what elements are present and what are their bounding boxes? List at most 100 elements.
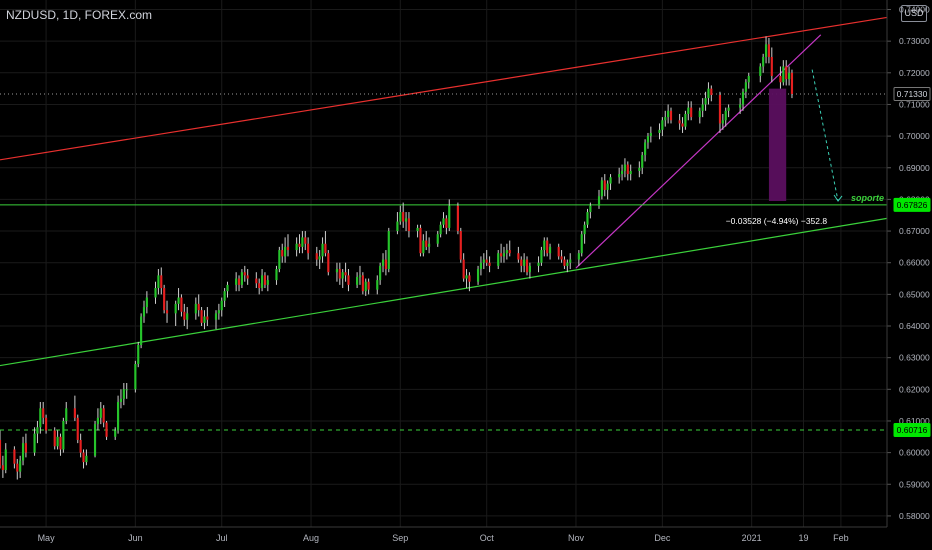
candle-body: [497, 253, 500, 266]
candle-body: [448, 205, 451, 228]
candle-body: [589, 205, 592, 213]
candle-body: [197, 303, 200, 311]
candle-body: [623, 164, 627, 171]
candle-body: [739, 104, 742, 108]
candle-body: [157, 275, 160, 289]
candle-body: [174, 303, 177, 314]
candle-body: [140, 316, 143, 346]
time-tick-label: 19: [798, 533, 808, 543]
candle-body: [404, 218, 408, 222]
candle-body: [419, 227, 422, 254]
candle-body: [704, 98, 707, 105]
candle-body: [358, 275, 362, 277]
price-tick-label: 0.67000: [899, 226, 930, 236]
price-label-badge: [893, 422, 931, 437]
candle-body: [223, 291, 226, 301]
candle-body: [586, 212, 589, 225]
candle-body: [485, 259, 488, 263]
candle-body: [580, 234, 583, 254]
candle-body: [767, 44, 771, 57]
currency-button[interactable]: USD: [901, 5, 927, 22]
candle-body: [790, 72, 794, 95]
price-label-badge: [893, 87, 931, 102]
candle-body: [785, 66, 788, 80]
candle-body: [442, 218, 445, 225]
candle-body: [407, 218, 411, 232]
symbol-title[interactable]: NZDUSD, 1D, FOREX.com: [6, 8, 153, 22]
trendline: [0, 217, 888, 367]
candle-body: [367, 281, 370, 290]
grid-lines: [0, 0, 887, 527]
price-tick-label: 0.74000: [899, 4, 930, 14]
candle-body: [698, 110, 701, 118]
price-label-badge: [893, 197, 931, 212]
candle-body: [16, 463, 19, 472]
candle-body: [376, 280, 379, 290]
candle-body: [718, 94, 722, 124]
price-tick-label: 0.66000: [899, 258, 930, 268]
candle-body: [39, 408, 42, 428]
candle-body: [658, 129, 661, 133]
candle-body: [324, 243, 327, 254]
candle-body: [180, 297, 183, 312]
price-axis[interactable]: 0.58000 0.59000 0.60000 0.61000 0.62000 0.630…: [886, 0, 931, 527]
candle-body: [646, 136, 650, 143]
candle-body: [1, 465, 4, 471]
candle-body: [298, 243, 301, 247]
candle-body: [681, 123, 684, 127]
candle-body: [468, 275, 471, 282]
candle-body: [557, 246, 560, 257]
candle-body: [99, 408, 102, 418]
time-tick-label: Feb: [833, 533, 849, 543]
candle-body: [33, 433, 36, 453]
candle-body: [620, 170, 624, 175]
price-tick-label: 0.72000: [899, 68, 930, 78]
candle-body: [456, 205, 459, 232]
candle-body: [214, 313, 218, 320]
price-tick-label: 0.60000: [899, 448, 930, 458]
candle-body: [93, 424, 97, 456]
candle-body: [73, 408, 76, 418]
candle-body: [217, 310, 220, 314]
candle-body: [42, 408, 45, 418]
price-tick-label: 0.59000: [899, 479, 930, 489]
candle-body: [500, 253, 503, 257]
time-axis[interactable]: May Jun Jul Aug Sep Oct Nov Dec 2021 19 Feb: [0, 526, 887, 543]
candle-body: [543, 240, 546, 251]
candle-body: [258, 283, 261, 289]
candle-body: [724, 110, 727, 121]
candle-body: [546, 240, 549, 254]
candle-body: [583, 224, 586, 235]
candle-body: [260, 275, 264, 289]
price-tick-label: 0.58000: [899, 511, 930, 521]
candle-body: [638, 167, 641, 171]
horizontal-levels: [0, 93, 887, 431]
candle-body: [569, 259, 572, 263]
candle-body: [618, 174, 621, 178]
candle-body: [505, 250, 508, 254]
candle-body: [525, 259, 529, 273]
candle-body: [600, 180, 603, 197]
candle-body: [186, 313, 189, 320]
drawing-overlays: −0.03528 (−4.94%) −352.8 soporte: [726, 69, 884, 226]
candle-body: [240, 272, 243, 285]
time-tick-label: Oct: [480, 533, 495, 543]
candle-body: [747, 75, 750, 83]
candle-body: [701, 104, 704, 111]
candle-body: [436, 234, 439, 244]
candle-body: [425, 240, 428, 247]
candle-body: [116, 401, 120, 431]
candle-body: [62, 420, 65, 450]
price-label-text: 0.67826: [897, 200, 928, 210]
candle-body: [226, 284, 229, 292]
candle-body: [641, 155, 644, 168]
candle-body: [707, 88, 710, 99]
time-tick-label: Aug: [303, 533, 319, 543]
price-tick-label: 0.65000: [899, 289, 930, 299]
candle-body: [165, 310, 169, 314]
projection-arrow: [811, 69, 839, 202]
candle-body: [56, 436, 59, 447]
candle-body: [422, 240, 425, 254]
candle-body: [439, 224, 442, 235]
